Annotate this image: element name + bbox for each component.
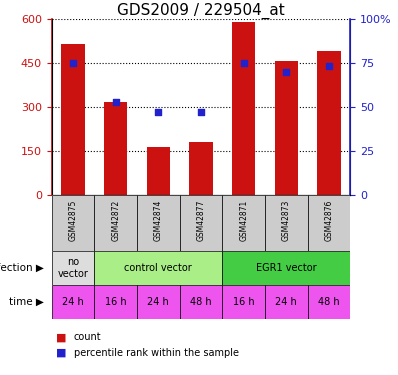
Text: control vector: control vector <box>125 263 192 273</box>
Bar <box>61 44 85 195</box>
FancyBboxPatch shape <box>94 195 137 251</box>
Point <box>198 109 204 115</box>
Point <box>155 109 162 115</box>
FancyBboxPatch shape <box>222 195 265 251</box>
Bar <box>232 22 256 195</box>
Text: infection ▶: infection ▶ <box>0 263 44 273</box>
FancyBboxPatch shape <box>308 285 350 319</box>
Text: percentile rank within the sample: percentile rank within the sample <box>74 348 239 357</box>
Text: GSM42877: GSM42877 <box>197 200 205 241</box>
Text: GSM42876: GSM42876 <box>324 200 334 241</box>
FancyBboxPatch shape <box>52 251 94 285</box>
FancyBboxPatch shape <box>179 195 222 251</box>
Text: count: count <box>74 333 101 342</box>
Bar <box>104 102 127 195</box>
FancyBboxPatch shape <box>222 285 265 319</box>
Text: 16 h: 16 h <box>233 297 254 307</box>
Point <box>240 60 247 66</box>
Bar <box>317 51 341 195</box>
Text: GSM42873: GSM42873 <box>282 200 291 241</box>
Bar <box>146 147 170 195</box>
Bar <box>189 142 213 195</box>
FancyBboxPatch shape <box>94 285 137 319</box>
Point <box>326 63 332 69</box>
Text: GSM42874: GSM42874 <box>154 200 163 241</box>
Point <box>70 60 76 66</box>
Point <box>113 99 119 105</box>
Text: 48 h: 48 h <box>190 297 212 307</box>
Text: ■: ■ <box>56 348 66 357</box>
Text: 24 h: 24 h <box>148 297 169 307</box>
Text: GSM42872: GSM42872 <box>111 200 120 241</box>
FancyBboxPatch shape <box>265 195 308 251</box>
FancyBboxPatch shape <box>308 195 350 251</box>
FancyBboxPatch shape <box>52 195 94 251</box>
Text: 48 h: 48 h <box>318 297 340 307</box>
FancyBboxPatch shape <box>94 251 222 285</box>
Title: GDS2009 / 229504_at: GDS2009 / 229504_at <box>117 3 285 19</box>
Text: time ▶: time ▶ <box>9 297 44 307</box>
Text: 24 h: 24 h <box>275 297 297 307</box>
FancyBboxPatch shape <box>137 195 179 251</box>
Text: GSM42871: GSM42871 <box>239 200 248 241</box>
Point <box>283 69 289 75</box>
Text: ■: ■ <box>56 333 66 342</box>
Bar <box>275 62 298 195</box>
Text: GSM42875: GSM42875 <box>68 200 78 241</box>
FancyBboxPatch shape <box>265 285 308 319</box>
FancyBboxPatch shape <box>52 285 94 319</box>
Text: EGR1 vector: EGR1 vector <box>256 263 316 273</box>
Text: 16 h: 16 h <box>105 297 127 307</box>
Text: 24 h: 24 h <box>62 297 84 307</box>
Text: no
vector: no vector <box>58 257 88 279</box>
FancyBboxPatch shape <box>137 285 179 319</box>
FancyBboxPatch shape <box>222 251 350 285</box>
FancyBboxPatch shape <box>179 285 222 319</box>
